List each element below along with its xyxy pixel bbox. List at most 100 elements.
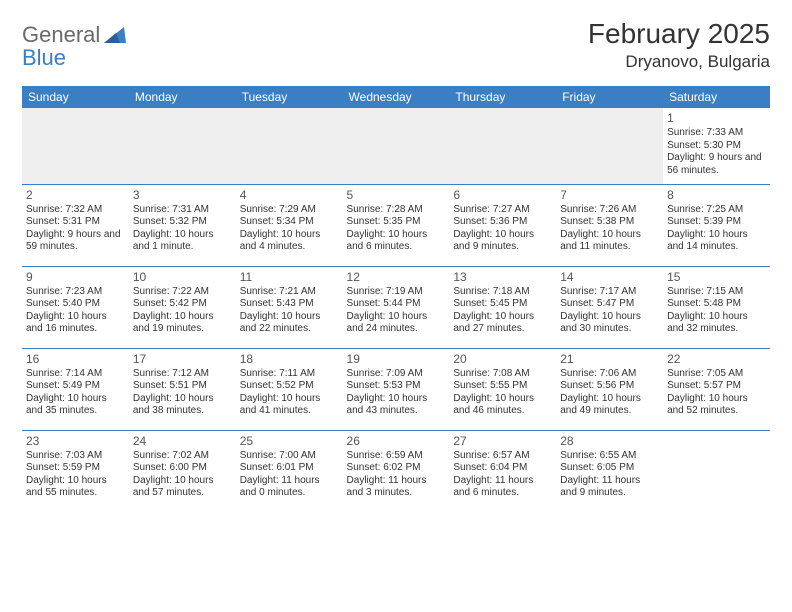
- sunrise-line: Sunrise: 7:09 AM: [347, 368, 446, 381]
- sunset-line: Sunset: 5:52 PM: [240, 380, 339, 393]
- daylight-line: Daylight: 10 hours and 6 minutes.: [347, 229, 446, 254]
- daylight-line: Daylight: 10 hours and 52 minutes.: [667, 393, 766, 418]
- sunrise-line: Sunrise: 7:08 AM: [453, 368, 552, 381]
- sunset-line: Sunset: 5:32 PM: [133, 216, 232, 229]
- sunset-line: Sunset: 5:47 PM: [560, 298, 659, 311]
- daylight-line: Daylight: 10 hours and 1 minute.: [133, 229, 232, 254]
- sunset-line: Sunset: 5:59 PM: [26, 462, 125, 475]
- day-number: 23: [26, 434, 125, 449]
- sunset-line: Sunset: 5:45 PM: [453, 298, 552, 311]
- calendar-cell: 1Sunrise: 7:33 AMSunset: 5:30 PMDaylight…: [663, 108, 770, 184]
- daylight-line: Daylight: 10 hours and 16 minutes.: [26, 311, 125, 336]
- daylight-line: Daylight: 10 hours and 9 minutes.: [453, 229, 552, 254]
- calendar-cell: 14Sunrise: 7:17 AMSunset: 5:47 PMDayligh…: [556, 266, 663, 348]
- daylight-line: Daylight: 10 hours and 55 minutes.: [26, 475, 125, 500]
- sunrise-line: Sunrise: 7:25 AM: [667, 204, 766, 217]
- sunrise-line: Sunrise: 7:15 AM: [667, 286, 766, 299]
- sunset-line: Sunset: 5:51 PM: [133, 380, 232, 393]
- calendar-cell: 26Sunrise: 6:59 AMSunset: 6:02 PMDayligh…: [343, 430, 450, 512]
- logo-line2: Blue: [22, 45, 100, 71]
- sunset-line: Sunset: 5:39 PM: [667, 216, 766, 229]
- sunset-line: Sunset: 5:35 PM: [347, 216, 446, 229]
- daylight-line: Daylight: 10 hours and 22 minutes.: [240, 311, 339, 336]
- calendar-cell: 7Sunrise: 7:26 AMSunset: 5:38 PMDaylight…: [556, 184, 663, 266]
- sunrise-line: Sunrise: 6:59 AM: [347, 450, 446, 463]
- sunset-line: Sunset: 5:56 PM: [560, 380, 659, 393]
- calendar-cell: 13Sunrise: 7:18 AMSunset: 5:45 PMDayligh…: [449, 266, 556, 348]
- day-number: 5: [347, 188, 446, 203]
- day-number: 27: [453, 434, 552, 449]
- sunrise-line: Sunrise: 7:05 AM: [667, 368, 766, 381]
- daylight-line: Daylight: 10 hours and 30 minutes.: [560, 311, 659, 336]
- sunset-line: Sunset: 5:43 PM: [240, 298, 339, 311]
- logo: General Blue: [22, 18, 128, 71]
- calendar-week-row: 23Sunrise: 7:03 AMSunset: 5:59 PMDayligh…: [22, 430, 770, 512]
- day-number: 26: [347, 434, 446, 449]
- calendar-cell: [556, 108, 663, 184]
- day-header: Saturday: [663, 86, 770, 108]
- day-number: 25: [240, 434, 339, 449]
- sunrise-line: Sunrise: 7:28 AM: [347, 204, 446, 217]
- daylight-line: Daylight: 10 hours and 46 minutes.: [453, 393, 552, 418]
- sunset-line: Sunset: 5:36 PM: [453, 216, 552, 229]
- sunset-line: Sunset: 5:34 PM: [240, 216, 339, 229]
- sunrise-line: Sunrise: 7:02 AM: [133, 450, 232, 463]
- sunrise-line: Sunrise: 7:06 AM: [560, 368, 659, 381]
- day-number: 22: [667, 352, 766, 367]
- sunset-line: Sunset: 5:48 PM: [667, 298, 766, 311]
- sunset-line: Sunset: 5:42 PM: [133, 298, 232, 311]
- day-number: 1: [667, 111, 766, 126]
- day-header: Sunday: [22, 86, 129, 108]
- day-number: 21: [560, 352, 659, 367]
- calendar-cell: [22, 108, 129, 184]
- sunrise-line: Sunrise: 7:18 AM: [453, 286, 552, 299]
- day-header: Friday: [556, 86, 663, 108]
- sunrise-line: Sunrise: 7:19 AM: [347, 286, 446, 299]
- daylight-line: Daylight: 10 hours and 43 minutes.: [347, 393, 446, 418]
- day-number: 20: [453, 352, 552, 367]
- day-header: Thursday: [449, 86, 556, 108]
- daylight-line: Daylight: 10 hours and 11 minutes.: [560, 229, 659, 254]
- sunrise-line: Sunrise: 7:32 AM: [26, 204, 125, 217]
- day-number: 15: [667, 270, 766, 285]
- daylight-line: Daylight: 10 hours and 4 minutes.: [240, 229, 339, 254]
- day-number: 7: [560, 188, 659, 203]
- day-number: 13: [453, 270, 552, 285]
- calendar-week-row: 1Sunrise: 7:33 AMSunset: 5:30 PMDaylight…: [22, 108, 770, 184]
- calendar-cell: 6Sunrise: 7:27 AMSunset: 5:36 PMDaylight…: [449, 184, 556, 266]
- calendar-cell: 24Sunrise: 7:02 AMSunset: 6:00 PMDayligh…: [129, 430, 236, 512]
- daylight-line: Daylight: 10 hours and 57 minutes.: [133, 475, 232, 500]
- calendar-cell: 11Sunrise: 7:21 AMSunset: 5:43 PMDayligh…: [236, 266, 343, 348]
- calendar-cell: 9Sunrise: 7:23 AMSunset: 5:40 PMDaylight…: [22, 266, 129, 348]
- daylight-line: Daylight: 10 hours and 38 minutes.: [133, 393, 232, 418]
- daylight-line: Daylight: 11 hours and 3 minutes.: [347, 475, 446, 500]
- day-header: Monday: [129, 86, 236, 108]
- sunrise-line: Sunrise: 6:57 AM: [453, 450, 552, 463]
- sunset-line: Sunset: 5:44 PM: [347, 298, 446, 311]
- day-number: 3: [133, 188, 232, 203]
- sunrise-line: Sunrise: 7:17 AM: [560, 286, 659, 299]
- calendar-cell: 21Sunrise: 7:06 AMSunset: 5:56 PMDayligh…: [556, 348, 663, 430]
- location-text: Dryanovo, Bulgaria: [588, 52, 770, 72]
- calendar-week-row: 16Sunrise: 7:14 AMSunset: 5:49 PMDayligh…: [22, 348, 770, 430]
- day-number: 19: [347, 352, 446, 367]
- calendar-cell: 19Sunrise: 7:09 AMSunset: 5:53 PMDayligh…: [343, 348, 450, 430]
- sunrise-line: Sunrise: 7:29 AM: [240, 204, 339, 217]
- sunset-line: Sunset: 5:31 PM: [26, 216, 125, 229]
- calendar-cell: 20Sunrise: 7:08 AMSunset: 5:55 PMDayligh…: [449, 348, 556, 430]
- sunrise-line: Sunrise: 7:11 AM: [240, 368, 339, 381]
- calendar-cell: 12Sunrise: 7:19 AMSunset: 5:44 PMDayligh…: [343, 266, 450, 348]
- calendar-cell: 3Sunrise: 7:31 AMSunset: 5:32 PMDaylight…: [129, 184, 236, 266]
- calendar-cell: 17Sunrise: 7:12 AMSunset: 5:51 PMDayligh…: [129, 348, 236, 430]
- logo-line1: General: [22, 22, 100, 47]
- sunset-line: Sunset: 5:49 PM: [26, 380, 125, 393]
- day-number: 10: [133, 270, 232, 285]
- day-header-row: Sunday Monday Tuesday Wednesday Thursday…: [22, 86, 770, 108]
- calendar-cell: [236, 108, 343, 184]
- day-number: 11: [240, 270, 339, 285]
- calendar-cell: 2Sunrise: 7:32 AMSunset: 5:31 PMDaylight…: [22, 184, 129, 266]
- day-number: 9: [26, 270, 125, 285]
- sunrise-line: Sunrise: 7:27 AM: [453, 204, 552, 217]
- sunrise-line: Sunrise: 6:55 AM: [560, 450, 659, 463]
- sunset-line: Sunset: 5:38 PM: [560, 216, 659, 229]
